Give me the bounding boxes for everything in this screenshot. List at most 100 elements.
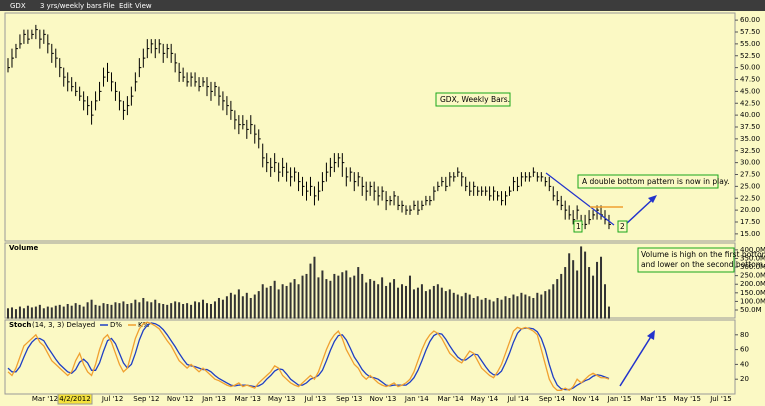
volume-bar bbox=[373, 280, 376, 319]
volume-bar bbox=[544, 291, 547, 319]
y-tick-label: 22.50 bbox=[740, 194, 760, 202]
volume-bar bbox=[273, 280, 276, 319]
volume-bar bbox=[325, 279, 328, 319]
volume-bar bbox=[588, 267, 591, 319]
volume-bar bbox=[389, 282, 392, 319]
volume-bar bbox=[269, 285, 272, 319]
volume-bar bbox=[345, 270, 348, 319]
y-tick-label: 20.00 bbox=[740, 206, 760, 214]
x-tick-label: Mar '12 bbox=[32, 395, 58, 403]
volume-bar bbox=[572, 260, 575, 319]
volume-bar bbox=[70, 305, 73, 319]
volume-bar bbox=[504, 296, 507, 319]
volume-bar bbox=[436, 284, 439, 319]
volume-bar bbox=[556, 279, 559, 319]
x-tick-label: Jul '13 bbox=[304, 395, 327, 403]
volume-bar bbox=[150, 302, 153, 319]
menu[interactable]: File bbox=[103, 2, 115, 10]
y-tick-label: 400.0M bbox=[740, 246, 765, 254]
y-tick-label: 30.00 bbox=[740, 159, 760, 167]
volume-bar bbox=[484, 297, 487, 319]
volume-bar bbox=[420, 284, 423, 319]
x-tick-label: May '14 bbox=[471, 395, 499, 403]
volume-bar bbox=[548, 289, 551, 319]
volume-bar bbox=[281, 284, 284, 319]
volume-bar bbox=[580, 246, 583, 319]
arrow-head bbox=[647, 330, 655, 340]
symbol[interactable]: GDX bbox=[10, 2, 26, 10]
volume-bar bbox=[512, 294, 515, 319]
y-tick-label: 37.50 bbox=[740, 123, 760, 131]
volume-bar bbox=[158, 303, 161, 319]
volume-bar bbox=[225, 296, 228, 319]
volume-bar bbox=[293, 279, 296, 319]
volume-bar bbox=[174, 301, 177, 319]
x-tick-label: Sep '13 bbox=[336, 395, 362, 403]
y-tick-label: 35.00 bbox=[740, 135, 760, 143]
volume-bar bbox=[229, 292, 232, 319]
y-tick-label: 150.0M bbox=[740, 289, 765, 297]
volume-bar bbox=[456, 294, 459, 319]
volume-bar bbox=[22, 308, 25, 319]
panel-subtitle: (14, 3, 3) Delayed bbox=[32, 321, 95, 329]
volume-bar bbox=[98, 305, 101, 319]
volume-bar bbox=[10, 307, 13, 319]
volume-bar bbox=[182, 303, 185, 319]
volume-bar bbox=[194, 301, 197, 319]
volume-bar bbox=[607, 306, 610, 319]
volume-bar bbox=[528, 296, 531, 319]
note: and lower on the second bottom. bbox=[641, 260, 765, 269]
x-tick-label: Mar '13 bbox=[235, 395, 261, 403]
volume-bar bbox=[540, 294, 543, 319]
volume-bar bbox=[405, 285, 407, 319]
y-tick-label: 40.00 bbox=[740, 111, 760, 119]
toolbar-bg bbox=[0, 0, 765, 11]
y-tick-label: 200.0M bbox=[740, 280, 765, 288]
volume-bar bbox=[488, 299, 491, 319]
volume-bar bbox=[576, 270, 579, 319]
x-tick-label: Jan '13 bbox=[201, 395, 226, 403]
volume-bar bbox=[361, 273, 364, 319]
volume-bar bbox=[114, 302, 117, 319]
volume-bar bbox=[206, 303, 208, 319]
volume-bar bbox=[444, 291, 447, 319]
stoch-line bbox=[7, 321, 610, 392]
volume-bar bbox=[146, 301, 149, 319]
volume-bar bbox=[452, 292, 455, 319]
x-tick-label: May '13 bbox=[268, 395, 296, 403]
y-tick-label: 47.50 bbox=[740, 76, 760, 84]
volume-bar bbox=[329, 280, 332, 319]
volume-bar bbox=[249, 297, 252, 319]
volume-bar bbox=[253, 294, 256, 319]
trend-line bbox=[545, 172, 615, 226]
x-tick-label: Jan '15 bbox=[607, 395, 632, 403]
volume-bar bbox=[604, 284, 606, 319]
crosshair-label: 4/2/2012 bbox=[59, 395, 90, 403]
volume-bar bbox=[432, 285, 435, 319]
volume-bar bbox=[26, 305, 29, 319]
volume-bar bbox=[74, 303, 77, 319]
menu[interactable]: View bbox=[135, 2, 152, 10]
volume-bar bbox=[217, 297, 220, 319]
y-tick-label: 50.0M bbox=[740, 306, 762, 314]
volume-bar bbox=[416, 287, 419, 319]
volume-bar bbox=[496, 297, 499, 319]
menu[interactable]: Edit bbox=[119, 2, 133, 10]
volume-bar bbox=[18, 306, 21, 319]
volume-bar bbox=[245, 292, 248, 319]
volume-bar bbox=[202, 299, 205, 319]
volume-bar bbox=[86, 302, 89, 319]
legend-label: D% bbox=[110, 321, 122, 329]
volume-bar bbox=[321, 270, 324, 319]
volume-bar bbox=[186, 303, 189, 319]
arrow-head bbox=[648, 195, 657, 203]
volume-bar bbox=[66, 303, 69, 319]
note: GDX, Weekly Bars. bbox=[440, 95, 510, 104]
y-tick-label: 20 bbox=[740, 375, 749, 383]
x-tick-label: Jul '14 bbox=[506, 395, 529, 403]
volume-bar bbox=[106, 303, 109, 319]
period[interactable]: 3 yrs/weekly bars bbox=[40, 2, 102, 10]
volume-bar bbox=[440, 287, 443, 319]
